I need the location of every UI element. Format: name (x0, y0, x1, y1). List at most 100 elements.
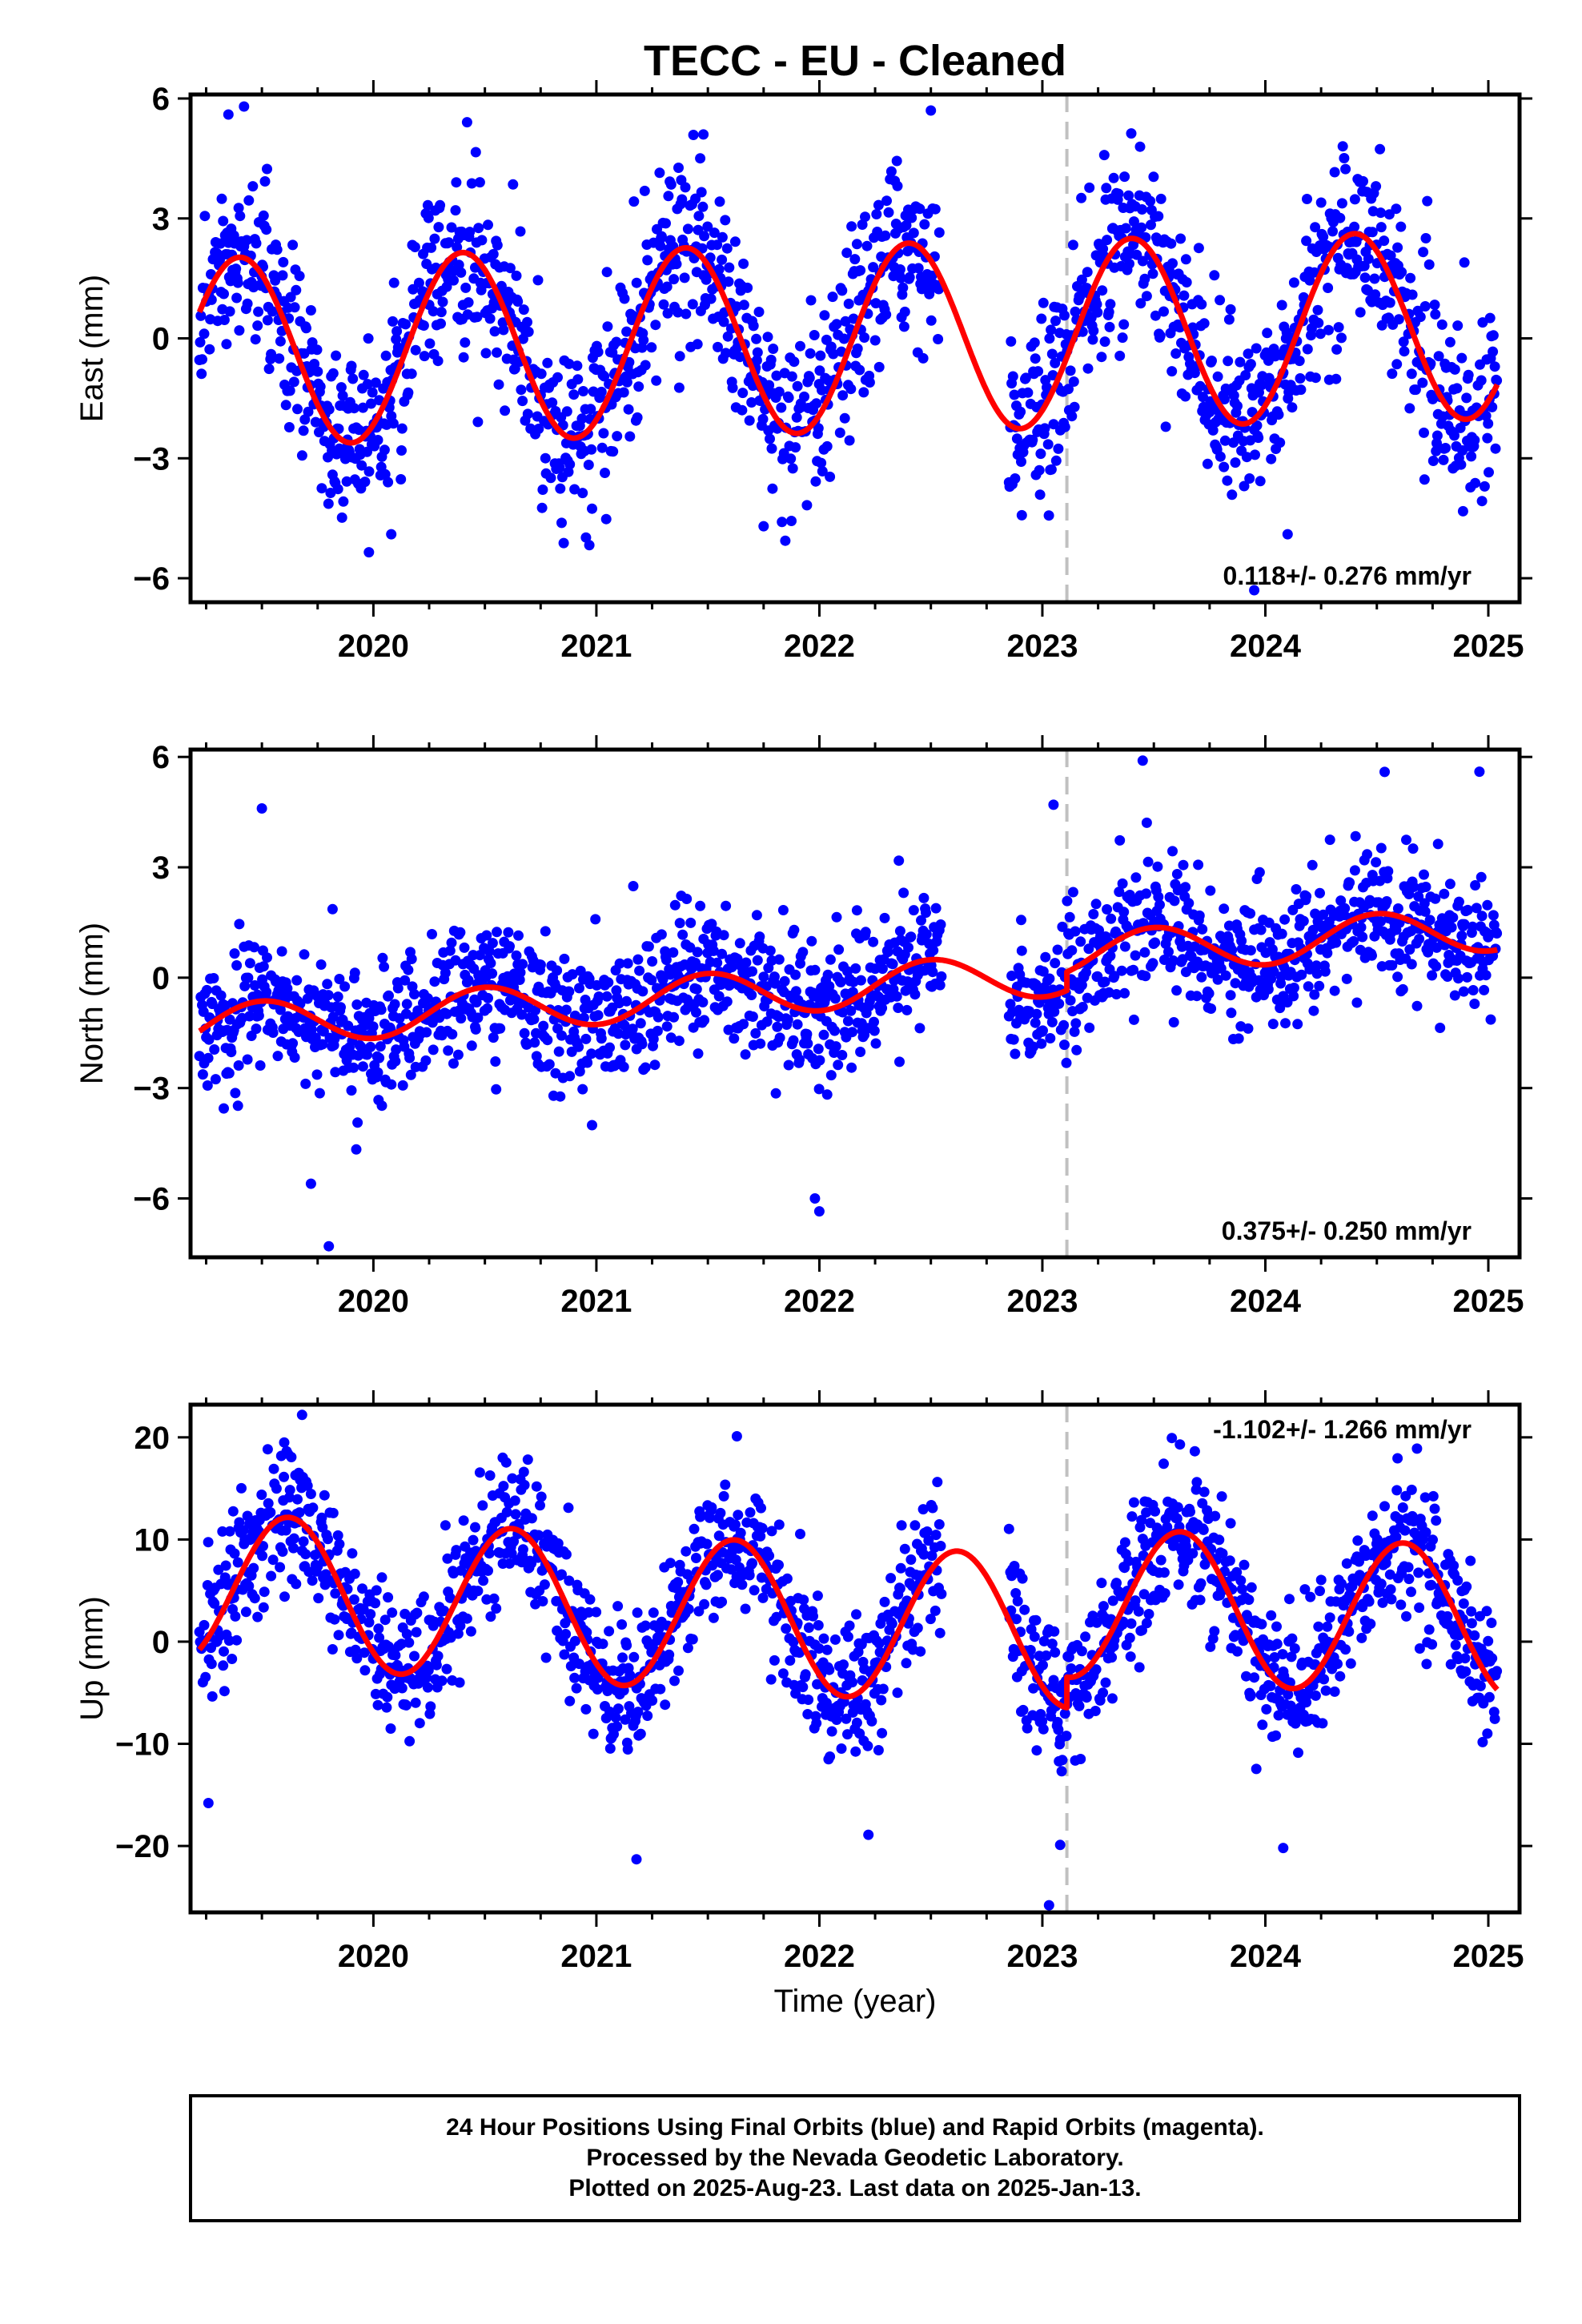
data-point (932, 1477, 943, 1488)
model-curve-north (197, 911, 1500, 1042)
data-point (1239, 1559, 1250, 1570)
data-point (574, 1659, 584, 1670)
data-point (294, 1507, 305, 1518)
data-point (334, 974, 345, 984)
data-point (1009, 1561, 1020, 1571)
data-point (515, 226, 526, 237)
data-point (392, 983, 404, 994)
data-point (1377, 1597, 1388, 1608)
data-point (1309, 989, 1320, 1000)
data-point (484, 313, 496, 324)
data-point (363, 333, 374, 344)
data-point-outlier (363, 547, 375, 558)
data-point (481, 930, 492, 941)
data-point (1379, 1501, 1390, 1512)
data-point (862, 1740, 873, 1751)
data-point (797, 1682, 809, 1693)
data-point (1215, 295, 1226, 306)
data-point (358, 369, 369, 380)
data-point (472, 312, 483, 323)
data-point (930, 903, 942, 914)
data-point (611, 985, 622, 996)
data-point (1137, 204, 1147, 215)
data-point (1245, 908, 1256, 919)
data-point (413, 277, 424, 288)
data-point (729, 1033, 740, 1044)
data-point (621, 1640, 632, 1651)
data-point (624, 356, 635, 368)
data-point (1292, 1019, 1303, 1030)
data-point (316, 1512, 327, 1523)
data-point (1459, 919, 1470, 930)
data-point (1231, 1566, 1243, 1578)
data-point (1019, 1604, 1030, 1615)
data-point (1429, 1503, 1440, 1514)
data-point (1126, 128, 1137, 139)
data-point (492, 239, 503, 251)
data-point (637, 986, 648, 997)
data-point (829, 1025, 840, 1036)
data-point (1311, 968, 1323, 979)
data-point (1034, 464, 1045, 476)
data-point (662, 308, 673, 319)
data-point (1059, 421, 1070, 432)
y-tick-label: 6 (152, 82, 170, 117)
data-point (580, 1703, 592, 1715)
data-point (1367, 950, 1377, 961)
data-point (687, 299, 698, 310)
data-point (465, 1626, 476, 1637)
data-point (1109, 971, 1120, 982)
data-point (1340, 1644, 1351, 1655)
data-point (797, 947, 809, 958)
data-point (1066, 1663, 1077, 1674)
data-point (443, 1045, 454, 1056)
data-point (1126, 1618, 1137, 1629)
data-point (1080, 1631, 1091, 1642)
data-point (203, 1052, 214, 1063)
data-point (234, 1517, 245, 1528)
data-point (612, 1028, 624, 1039)
data-point (1230, 457, 1241, 468)
data-point (591, 1606, 602, 1618)
data-point (1076, 979, 1087, 991)
data-point (640, 1062, 651, 1073)
data-point (359, 1665, 371, 1676)
data-point (586, 1048, 597, 1059)
data-point (781, 1623, 792, 1634)
data-point (500, 405, 511, 416)
data-point (909, 989, 921, 1000)
data-point (303, 406, 314, 417)
data-point (1452, 1575, 1464, 1586)
data-point (1456, 931, 1468, 941)
data-point (873, 1745, 884, 1755)
data-point (1147, 958, 1158, 969)
data-point (1422, 195, 1433, 207)
data-point (1232, 400, 1243, 412)
data-point (628, 1651, 640, 1663)
data-point-outlier (305, 1178, 316, 1189)
data-point (219, 1686, 230, 1697)
data-point (267, 306, 278, 317)
data-point (1362, 849, 1373, 860)
data-point (604, 1626, 615, 1637)
data-point (454, 1677, 465, 1688)
data-point (366, 398, 376, 409)
y-axis-label: East (mm) (74, 275, 110, 422)
data-point (1046, 464, 1057, 475)
data-point (783, 1059, 794, 1071)
data-point (480, 348, 492, 359)
data-point (1198, 1524, 1209, 1535)
data-point (755, 1038, 766, 1049)
data-point (1120, 223, 1131, 234)
data-point (356, 460, 367, 471)
data-point (906, 212, 917, 223)
data-point (1399, 1525, 1411, 1536)
data-point (738, 1019, 749, 1030)
data-point (504, 263, 516, 274)
data-point (1075, 1754, 1086, 1764)
data-point (229, 1548, 240, 1559)
data-point (1335, 1671, 1346, 1682)
data-point (860, 927, 871, 938)
data-point (1018, 1704, 1029, 1715)
data-point (1436, 319, 1447, 330)
